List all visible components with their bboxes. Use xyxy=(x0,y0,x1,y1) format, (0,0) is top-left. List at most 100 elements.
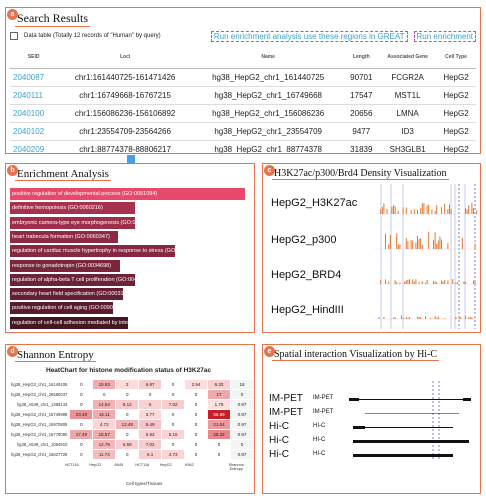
heatmap-cell[interactable]: 7.02 xyxy=(138,439,163,450)
heatmap-cell[interactable]: 6.58 xyxy=(115,439,140,450)
heatmap-cell[interactable]: 0.97 xyxy=(229,419,254,430)
heatmap-cell[interactable]: 26.32 xyxy=(207,429,231,440)
column-header[interactable]: Name xyxy=(192,46,344,69)
enrichment-bar[interactable]: response to gonadotropin (GO:0034698) xyxy=(10,259,121,272)
heatmap-cell[interactable]: 0 xyxy=(161,389,186,400)
heatmap-cell[interactable]: 16.57 xyxy=(92,429,117,440)
table-row[interactable]: 2040087 chr1:161440725-161471426 hg38_HepG… xyxy=(10,68,476,87)
enrichment-bar[interactable]: positive regulation of developmental pro… xyxy=(10,188,245,200)
seid-link[interactable]: 2040087 xyxy=(10,68,58,87)
heatmap-cell[interactable]: 5.83 xyxy=(138,429,163,440)
heatmap-cell[interactable]: 4.73 xyxy=(161,449,186,460)
heatmap-row-label: hg38_A549_chr1_1094910 xyxy=(9,439,71,450)
density-peak xyxy=(405,207,407,214)
heatmap-cell[interactable]: 0 xyxy=(115,449,140,460)
heatmap-cell[interactable]: 6.97 xyxy=(138,379,163,390)
heatmap-cell[interactable]: 23.49 xyxy=(69,409,94,420)
heatmap-cell[interactable]: 0 xyxy=(161,439,186,450)
heatmap-cell[interactable]: 0 xyxy=(115,389,140,400)
heatmap-row: hg38_A549_chr1_1389143 0 14.64 8.12 6 7.02 0 1.… xyxy=(9,399,254,410)
heatmap-cell[interactable]: 0 xyxy=(207,449,231,460)
table-row[interactable]: 2040102 chr1:23554709-23564266 hg38_HepG2_… xyxy=(10,122,476,141)
table-cell: chr1:88774378-88806217 xyxy=(57,140,193,153)
table-row[interactable]: 2040111 chr1:16749668-16767215 hg38_HepG2_… xyxy=(10,86,476,105)
density-peak xyxy=(436,282,438,284)
heatmap-cell[interactable]: 0 xyxy=(184,399,209,410)
enrichment-bar[interactable]: regulation of cardiac muscle hypertrophy… xyxy=(10,245,175,258)
heatmap-cell[interactable]: 0.97 xyxy=(229,409,254,420)
heatmap-cell[interactable]: 16.11 xyxy=(92,409,117,420)
heatmap-cell[interactable]: 0 xyxy=(161,419,186,430)
seid-link[interactable]: 2040100 xyxy=(10,104,58,123)
heatmap-cell[interactable]: 13.48 xyxy=(115,419,140,430)
enrichment-bar[interactable]: secondary heart field specification (GO:… xyxy=(10,288,123,301)
heatmap-cell[interactable]: 9.49 xyxy=(138,419,163,430)
enrichment-bar[interactable]: regulation of alpha-beta T cell prolifer… xyxy=(10,273,135,286)
heatmap-cell[interactable]: 3.77 xyxy=(138,409,163,420)
enrichment-bar[interactable]: heart trabecula formation (GO:0060347) xyxy=(10,230,119,243)
heatmap-cell[interactable]: 5.16 xyxy=(161,429,186,440)
table-row[interactable]: 2040209 chr1:88774378-88806217 hg38_HepG2_… xyxy=(10,140,476,153)
heatmap-cell[interactable]: 0 xyxy=(115,409,140,420)
heatmap-cell[interactable]: 14.64 xyxy=(92,399,117,410)
heatmap-cell[interactable]: 0 xyxy=(69,389,94,400)
heatmap-cell[interactable]: 7.02 xyxy=(161,399,186,410)
seid-link[interactable]: 2040209 xyxy=(10,140,58,153)
heatmap-cell[interactable]: 11.74 xyxy=(92,449,117,460)
heatmap-cell[interactable]: 18 xyxy=(229,379,254,390)
heatmap-cell[interactable]: 0.97 xyxy=(229,429,254,440)
heatmap-cell[interactable]: 17 xyxy=(207,389,231,400)
heatmap-cell[interactable]: 12.79 xyxy=(92,439,117,450)
enrichment-bar[interactable]: positive regulation of cell aging (GO:00… xyxy=(10,302,114,315)
heatmap-cell[interactable]: 17.49 xyxy=(69,429,94,440)
heatmap-cell[interactable]: 6.1 xyxy=(138,449,163,460)
enrichment-bar[interactable]: regulation of cell-cell adhesion mediate… xyxy=(10,316,128,329)
heatmap-cell[interactable]: 55.99 xyxy=(207,409,231,420)
seid-link[interactable]: 2040111 xyxy=(10,86,58,105)
heatmap-cell[interactable]: 3 xyxy=(115,379,140,390)
heatmap-cell[interactable]: 4.72 xyxy=(92,419,117,430)
heatmap-cell[interactable]: 0 xyxy=(207,439,231,450)
heatmap-cell[interactable]: 0 xyxy=(184,439,209,450)
heatmap-cell[interactable]: 0 xyxy=(69,379,94,390)
heatmap-cell[interactable]: 8.12 xyxy=(115,399,140,410)
great-link[interactable]: Run enrichment analysis use these region… xyxy=(210,30,408,42)
heatmap-cell[interactable]: 0 xyxy=(69,449,94,460)
heatmap-cell[interactable]: 21.04 xyxy=(207,419,231,430)
enrichment-bar[interactable]: embryonic camera-type eye morphogenesis … xyxy=(10,216,135,229)
heatmap-cell[interactable]: 0 xyxy=(69,399,94,410)
heatmap-cell[interactable]: 0.97 xyxy=(229,449,254,460)
heatmap-cell[interactable]: 0 xyxy=(229,389,254,400)
density-peak xyxy=(431,209,433,214)
heatmap-cell[interactable]: 0 xyxy=(92,389,117,400)
heatmap-cell[interactable]: 0 xyxy=(161,409,186,420)
column-header[interactable]: Associated Gene xyxy=(379,46,437,69)
heatmap-cell[interactable]: 0 xyxy=(115,429,140,440)
heatmap-cell[interactable]: 0 xyxy=(69,419,94,430)
table-row[interactable]: 2040100 chr1:156086236-156106892 hg38_HepG… xyxy=(10,104,476,123)
heatmap-cell[interactable]: 0 xyxy=(229,439,254,450)
heatmap-cell[interactable]: 0 xyxy=(184,429,209,440)
column-header[interactable]: Cell Type xyxy=(436,46,476,69)
heatmap-cell[interactable]: 15.93 xyxy=(92,379,117,390)
column-header[interactable]: Length xyxy=(343,46,380,69)
column-header[interactable]: Loci xyxy=(57,46,193,69)
heatmap-cell[interactable]: 0 xyxy=(184,389,209,400)
enrichment-bar[interactable]: definitive hemopoiesis (GO:0060216) xyxy=(10,202,135,215)
heatmap-cell[interactable]: 0 xyxy=(161,379,186,390)
heatmap-cell[interactable]: 0 xyxy=(184,419,209,430)
seid-link[interactable]: 2040102 xyxy=(10,122,58,141)
heatmap-cell[interactable]: 0 xyxy=(69,439,94,450)
heatmap-cell[interactable]: 6 xyxy=(138,399,163,410)
heatmap-cell[interactable]: 6.33 xyxy=(207,379,231,390)
density-peak xyxy=(402,317,404,319)
heatmap-cell[interactable]: 0.97 xyxy=(229,399,254,410)
heatmap-cell[interactable]: 1.79 xyxy=(207,399,231,410)
column-header[interactable]: SEID xyxy=(10,46,58,69)
heatmap-cell[interactable]: 0 xyxy=(184,449,209,460)
heatmap-cell[interactable]: 0 xyxy=(184,409,209,420)
heatmap-cell[interactable]: 2.94 xyxy=(184,379,209,390)
enrichment-link[interactable]: Run enrichment xyxy=(413,30,476,42)
heatmap-row-label: hg38_HepG2_chr1_15749998 xyxy=(9,409,71,420)
heatmap-cell[interactable]: 0 xyxy=(138,389,163,400)
